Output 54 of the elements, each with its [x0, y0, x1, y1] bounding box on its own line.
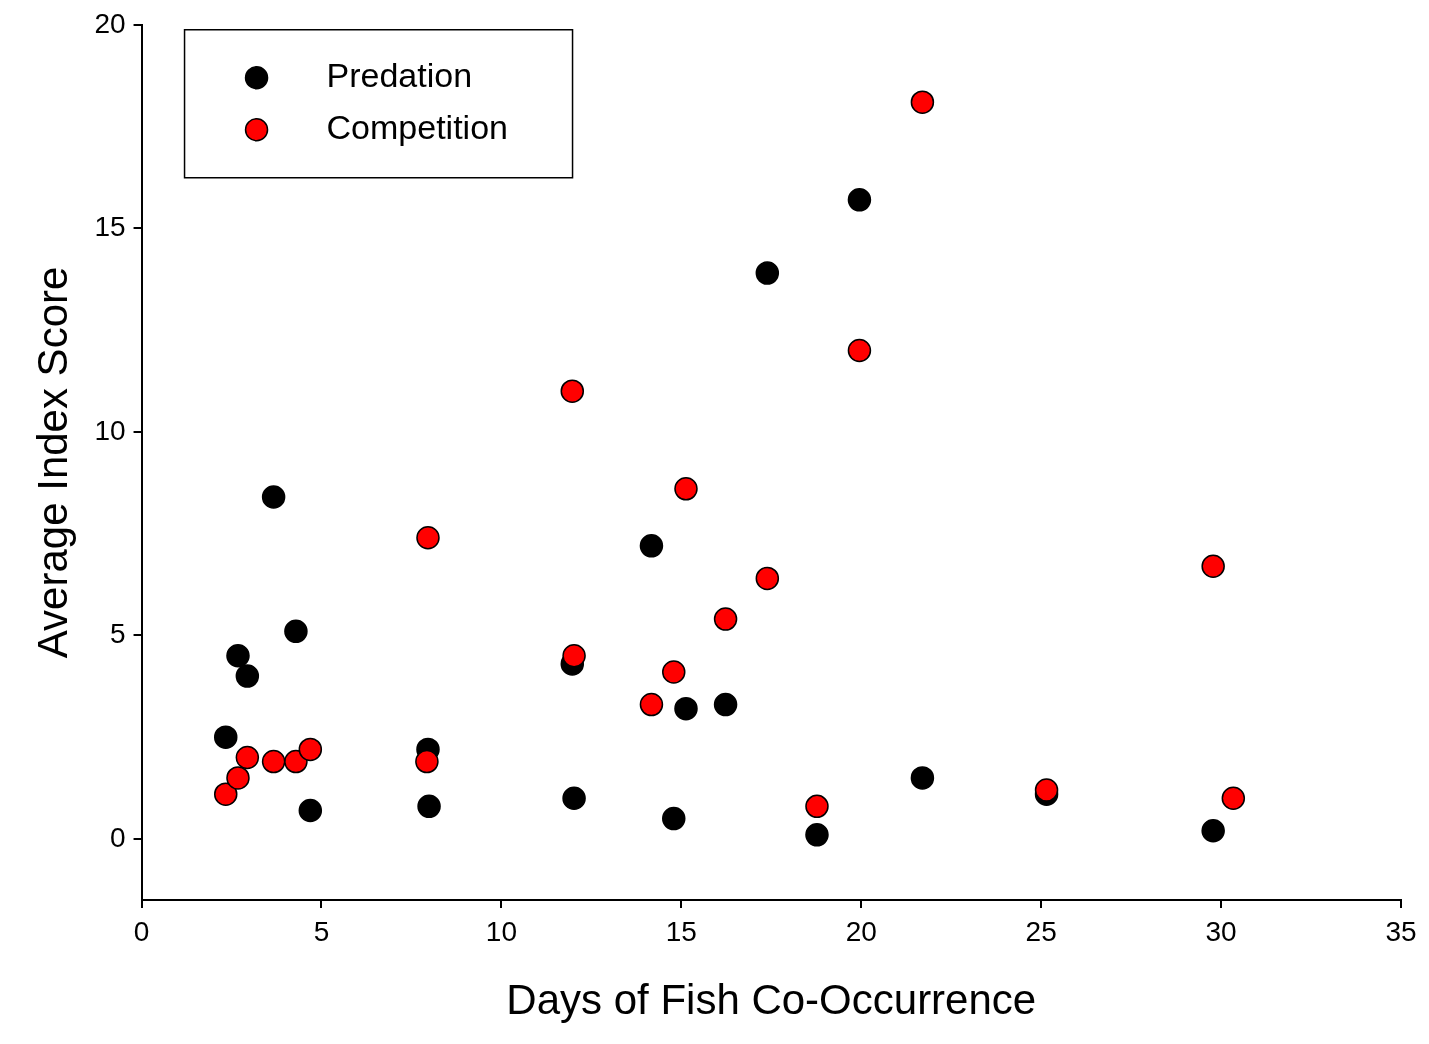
point: [847, 188, 872, 212]
point: [847, 338, 872, 363]
point: [562, 644, 586, 668]
point: [755, 566, 780, 591]
point: [674, 696, 698, 721]
point: [261, 485, 286, 509]
point: [674, 477, 698, 501]
point: [214, 725, 238, 749]
x-tick-label: 20: [845, 915, 877, 947]
point: [562, 786, 586, 810]
point: [415, 749, 439, 774]
point: [1221, 786, 1246, 810]
point: [662, 806, 686, 831]
x-tick-label: 5: [313, 915, 330, 947]
point: [298, 798, 323, 823]
point: [1201, 819, 1225, 843]
point: [226, 644, 250, 668]
x-tick-label: 15: [665, 915, 697, 947]
y-tick-label: 15: [94, 211, 126, 243]
point: [284, 749, 308, 774]
legend-label: Predation: [326, 56, 473, 95]
point: [560, 379, 585, 403]
y-axis-title: Average Index Score: [28, 266, 76, 659]
x-tick-label: 25: [1025, 915, 1057, 947]
point: [284, 619, 308, 644]
point: [713, 607, 738, 631]
point: [639, 534, 664, 558]
point: [226, 766, 250, 790]
point: [214, 782, 238, 806]
point: [261, 749, 286, 774]
point: [235, 745, 260, 770]
point: [805, 794, 829, 819]
y-tick-label: 5: [109, 618, 126, 650]
point: [417, 794, 441, 819]
point: [1201, 554, 1225, 578]
point: [713, 692, 738, 717]
point: [910, 90, 935, 114]
y-tick-label: 20: [94, 7, 126, 39]
y-tick-label: 0: [109, 821, 126, 853]
point: [805, 823, 829, 847]
x-tick-label: 30: [1205, 915, 1237, 947]
point: [910, 766, 935, 790]
point: [298, 737, 323, 762]
legend-label: Competition: [326, 108, 508, 147]
point: [416, 525, 440, 550]
point: [639, 692, 664, 717]
x-tick-label: 10: [485, 915, 517, 947]
x-tick-label: 0: [133, 915, 150, 947]
x-tick-label: 35: [1385, 915, 1417, 947]
point: [755, 261, 780, 285]
x-axis-title: Days of Fish Co-Occurrence: [506, 976, 1037, 1024]
point: [662, 660, 686, 684]
point: [235, 664, 260, 688]
y-tick-label: 10: [94, 414, 126, 446]
